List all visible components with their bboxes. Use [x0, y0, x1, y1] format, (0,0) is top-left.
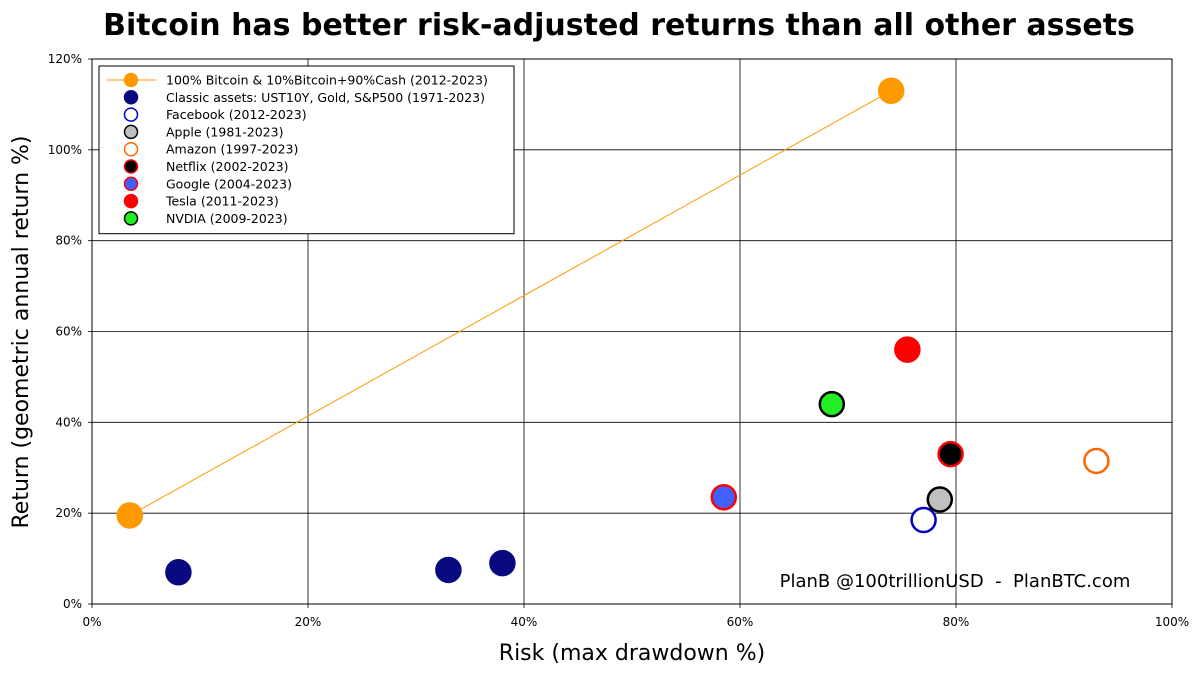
tick-labels: 0% 20% 40% 60% 80% 100% 0% 20% 40% 60% 80% 100% 120%: [48, 52, 1189, 629]
legend-label: Google (2004-2023): [166, 176, 292, 191]
data-point: [489, 549, 516, 577]
legend-marker: [123, 211, 139, 226]
data-point: [910, 506, 937, 534]
legend-box: [98, 65, 515, 235]
data-point: [435, 556, 462, 584]
legend-label: 100% Bitcoin & 10%Bitcoin+90%Cash (2012-…: [166, 73, 488, 88]
data-point: [116, 502, 144, 529]
series-line: [129, 90, 892, 516]
y-tick-label: 0%: [63, 597, 82, 611]
y-tick-label: 20%: [55, 506, 82, 520]
legend-marker: [123, 124, 139, 140]
legend-label: Netflix (2002-2023): [166, 159, 289, 174]
credit-annotation: PlanB @100trillionUSD - PlanBTC.com: [780, 571, 1131, 592]
data-point: [818, 390, 846, 418]
data-point: [877, 77, 905, 105]
legend: 100% Bitcoin & 10%Bitcoin+90%Cash (2012-…: [98, 65, 515, 235]
data-point: [894, 336, 921, 363]
legend-marker: [123, 72, 139, 88]
data-point: [710, 484, 738, 511]
x-tick-label: 60%: [727, 615, 754, 629]
chart-title: Bitcoin has better risk-adjusted returns…: [103, 8, 1135, 43]
legend-label: Classic assets: UST10Y, Gold, S&P500 (19…: [166, 90, 485, 105]
legend-label: Amazon (1997-2023): [166, 142, 298, 157]
y-tick-label: 100%: [48, 143, 82, 157]
y-tick-label: 120%: [48, 52, 82, 66]
y-tick-label: 80%: [55, 234, 82, 248]
grid-lines: [88, 58, 1173, 608]
data-point: [937, 440, 964, 468]
legend-marker: [123, 90, 139, 105]
legend-label: Apple (1981-2023): [166, 124, 283, 139]
y-axis-label: Return (geometric annual return %): [9, 135, 34, 528]
legend-marker: [123, 176, 139, 192]
legend-marker: [123, 159, 139, 174]
legend-label: NVDIA (2009-2023): [166, 211, 288, 226]
y-tick-label: 60%: [55, 325, 82, 339]
data-point: [1083, 447, 1110, 475]
x-tick-label: 100%: [1155, 615, 1189, 629]
x-tick-label: 80%: [943, 615, 970, 629]
legend-marker: [123, 141, 139, 157]
x-axis-label: Risk (max drawdown %): [499, 641, 765, 666]
y-tick-label: 40%: [55, 415, 82, 429]
legend-marker: [123, 107, 139, 122]
x-tick-label: 0%: [82, 615, 101, 629]
data-point: [926, 486, 954, 513]
legend-label: Tesla (2011-2023): [165, 194, 279, 209]
legend-marker: [123, 193, 139, 209]
x-tick-label: 40%: [511, 615, 538, 629]
x-tick-label: 20%: [295, 615, 322, 629]
data-point: [165, 558, 192, 586]
plot-frame: [91, 58, 1173, 605]
legend-label: Facebook (2012-2023): [166, 107, 307, 122]
data-series: [116, 77, 1110, 586]
